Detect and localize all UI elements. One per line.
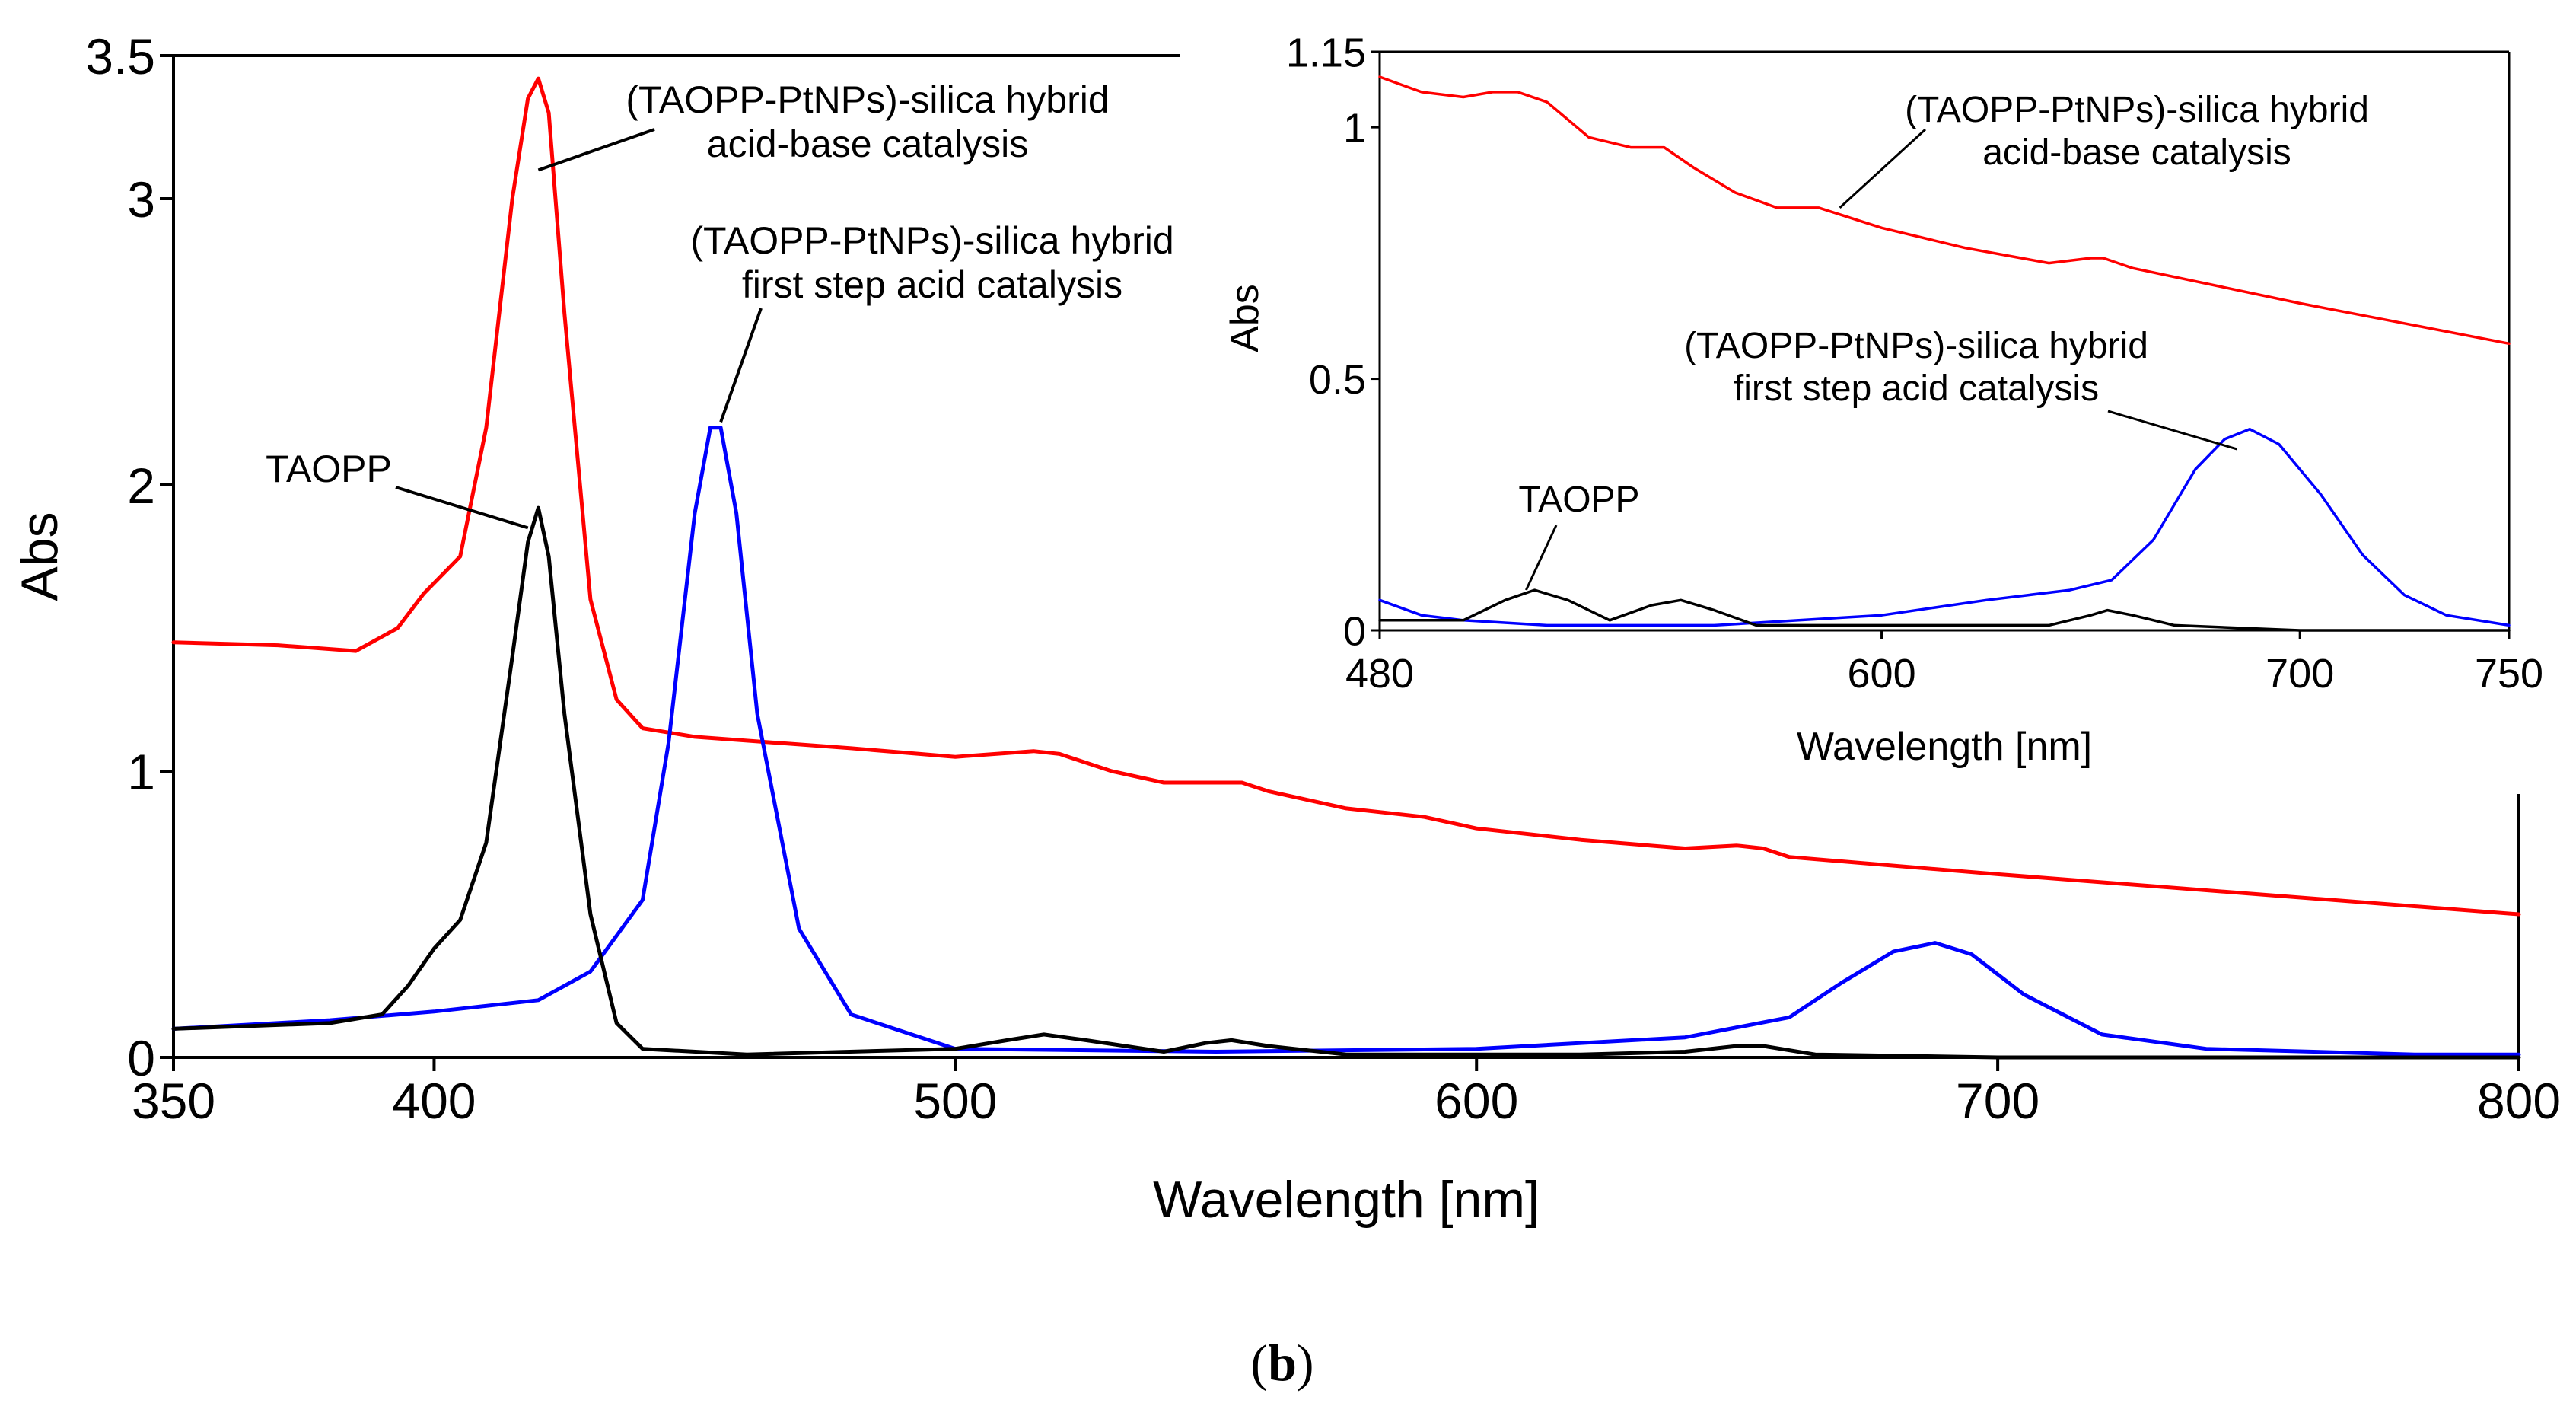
main-chart: 350 400 500 600 700 800 0 1 2 3 3.5 Wavelength [nm]… — [11, 28, 2561, 1229]
inset-annotation-first-step-acid-line: first step acid catalysis — [1734, 368, 2099, 409]
caption-letter: b — [1268, 1334, 1297, 1392]
main-series-line-acid-base — [171, 76, 2521, 917]
main-x-axis-title: Wavelength [nm] — [1153, 1171, 1540, 1229]
inset-annotation-leader-taopp — [1525, 525, 1558, 591]
inset-x-tick-label: 600 — [1848, 651, 1916, 697]
main-x-tick-label: 700 — [1956, 1073, 2039, 1129]
inset-x-tick-label: 750 — [2475, 651, 2543, 697]
inset-annotation-leader-first-step-acid — [2107, 410, 2238, 451]
main-annotation-taopp-line: TAOPP — [266, 448, 392, 490]
inset-series-line-first-step-acid — [1378, 427, 2511, 627]
main-y-tick-label: 3 — [127, 171, 155, 228]
inset-series-line-acid-base — [1378, 75, 2511, 346]
main-y-tick-label: 2 — [127, 458, 155, 514]
inset-y-tick-label: 1 — [1343, 106, 1366, 151]
main-y-axis-title: Abs — [11, 512, 68, 601]
main-series-line-taopp — [171, 505, 2521, 1060]
inset-y-tick-label: 0 — [1343, 608, 1366, 654]
main-x-tick-label: 500 — [913, 1073, 997, 1129]
main-y-tick-label: 1 — [127, 744, 155, 800]
inset-y-axis-title: Abs — [1223, 284, 1267, 352]
inset-x-tick-label: 480 — [1345, 651, 1414, 697]
figure-caption: (b) — [1250, 1334, 1313, 1392]
inset-y-tick-label: 0.5 — [1309, 357, 1366, 403]
inset-y-tick-label: 1.15 — [1286, 30, 1366, 75]
main-annotation-acid-base-line: acid-base catalysis — [707, 123, 1028, 165]
inset-annotation-leader-acid-base — [1839, 128, 1927, 209]
caption-open-paren: ( — [1250, 1334, 1268, 1392]
main-y-tick-label: 3.5 — [85, 28, 155, 85]
inset-annotation-taopp-line: TAOPP — [1518, 480, 1639, 520]
main-x-tick-label: 800 — [2477, 1073, 2561, 1129]
main-annotation-acid-base-line: (TAOPP-PtNPs)-silica hybrid — [626, 78, 1109, 121]
inset-chart: 480 600 700 750 0 0.5 1 1.15 Wavelength [nm] Abs (… — [1223, 30, 2543, 769]
main-x-tick-label: 400 — [392, 1073, 476, 1129]
main-y-tick-label: 0 — [127, 1030, 155, 1086]
main-annotation-leader-first-step-acid — [719, 308, 763, 423]
main-annotation-leader-taopp — [395, 486, 529, 530]
inset-x-tick-label: 700 — [2266, 651, 2334, 697]
caption-close-paren: ) — [1297, 1334, 1314, 1392]
inset-annotation-first-step-acid-line: (TAOPP-PtNPs)-silica hybrid — [1684, 326, 2148, 366]
inset-annotation-acid-base-line: acid-base catalysis — [1982, 132, 2291, 173]
main-x-tick-label: 600 — [1434, 1073, 1518, 1129]
inset-x-axis-title: Wavelength [nm] — [1797, 725, 2092, 769]
inset-annotation-acid-base-line: (TAOPP-PtNPs)-silica hybrid — [1905, 90, 2369, 130]
inset-series-line-taopp — [1378, 588, 2511, 632]
main-annotation-first-step-acid-line: (TAOPP-PtNPs)-silica hybrid — [690, 219, 1173, 262]
main-x-tick-label: 350 — [132, 1073, 215, 1129]
main-series-line-first-step-acid — [171, 426, 2521, 1057]
main-annotation-first-step-acid-line: first step acid catalysis — [742, 263, 1122, 306]
main-annotation-leader-acid-base — [537, 128, 655, 172]
